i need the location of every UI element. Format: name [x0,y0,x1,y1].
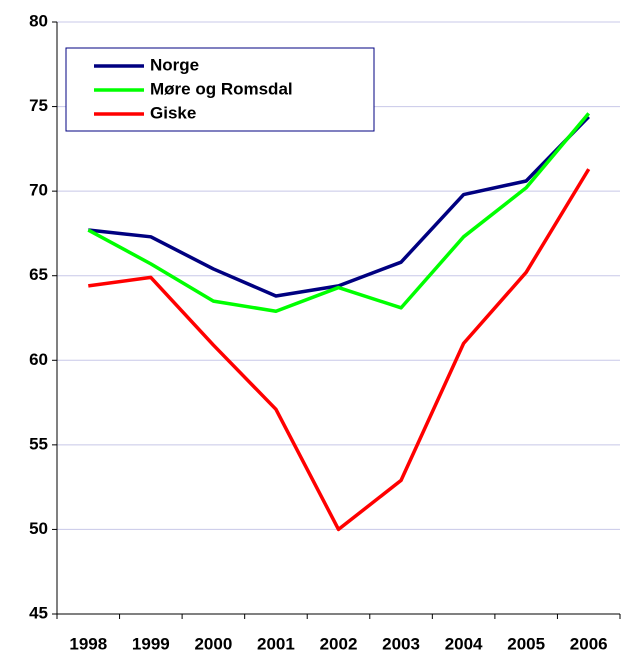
x-tick-label: 2005 [507,634,545,653]
y-tick-label: 65 [29,265,48,284]
y-tick-label: 80 [29,11,48,30]
y-tick-label: 75 [29,96,48,115]
legend-label: Giske [150,103,196,122]
legend-label: Norge [150,55,199,74]
series-line [87,112,591,313]
y-tick-label: 60 [29,350,48,369]
legend-label: Møre og Romsdal [150,79,293,98]
series-line [88,168,591,532]
x-tick-label: 1998 [69,634,107,653]
x-tick-label: 2000 [194,634,232,653]
y-tick-label: 55 [29,434,48,453]
y-tick-label: 70 [29,181,48,200]
x-tick-label: 2003 [382,634,420,653]
x-tick-label: 1999 [132,634,170,653]
series-line [88,115,590,298]
y-tick-label: 50 [29,519,48,538]
y-tick-label: 45 [29,603,48,622]
x-tick-label: 2004 [445,634,483,653]
x-tick-label: 2001 [257,634,295,653]
x-tick-label: 2002 [320,634,358,653]
x-tick-label: 2006 [570,634,608,653]
